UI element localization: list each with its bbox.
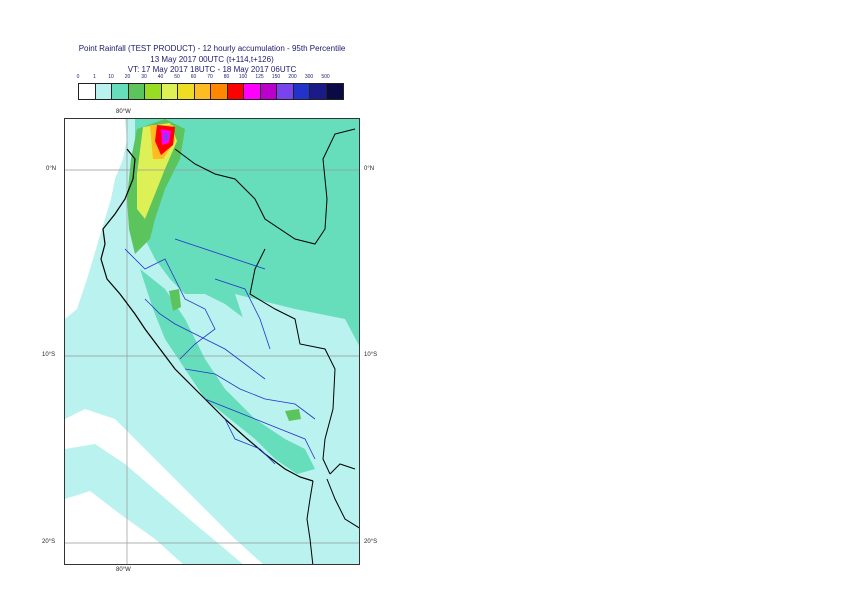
peru-border: [100, 148, 314, 482]
legend-color-box: [211, 84, 228, 99]
legend-color-box: [79, 84, 96, 99]
lon-label-bottom: 80°W: [116, 567, 131, 573]
lat-label-10s-left: 10°S: [42, 352, 56, 358]
legend-tick-label: 500: [321, 74, 330, 80]
legend-color-box: [112, 84, 129, 99]
legend-color-box: [244, 84, 261, 99]
rain-spot-green-2: [285, 409, 301, 421]
legend-color-box: [293, 84, 310, 99]
legend-color-box: [95, 84, 112, 99]
chile-border: [306, 480, 314, 564]
legend-color-box: [227, 84, 244, 99]
legend-color-box: [128, 84, 145, 99]
legend-color-box: [260, 84, 277, 99]
legend-tick-label: 1: [93, 74, 96, 80]
lat-label-10s-right: 10°S: [364, 352, 378, 358]
legend-color-box: [194, 84, 211, 99]
valid-time: VT: 17 May 2017 18UTC - 18 May 2017 06UT…: [127, 65, 297, 74]
legend-color-box: [178, 84, 195, 99]
legend-tick-label: 0: [76, 74, 80, 80]
legend-tick-label: 30: [141, 74, 147, 80]
ocean-no-rain: [65, 119, 127, 319]
legend-color-box: [277, 84, 294, 99]
legend-tick-label: 125: [255, 74, 264, 80]
legend-tick-label: 300: [304, 74, 314, 80]
map-canvas: [65, 119, 359, 564]
bolivia-border: [326, 463, 359, 529]
legend-tick-label: 150: [271, 74, 281, 80]
land-moderate-rain: [135, 119, 359, 364]
legend-tick-label: 60: [190, 74, 197, 80]
lat-label-eq-right: 0°N: [364, 166, 375, 172]
legend-tick-label: 50: [174, 74, 180, 80]
lon-label-top: 80°W: [116, 109, 131, 115]
legend-color-box: [145, 84, 162, 99]
legend-tick-label: 200: [288, 74, 297, 80]
legend-tick-label: 20: [124, 74, 131, 80]
rain-spot-green-1: [169, 289, 181, 311]
ocean-no-rain-far: [65, 491, 183, 564]
run-time: 13 May 2017 00UTC (t+114,t+126): [150, 55, 274, 64]
legend-tick-label: 70: [207, 74, 213, 80]
legend-color-box: [161, 84, 178, 99]
legend-tick-label: 40: [157, 74, 164, 80]
legend-color-box: [326, 84, 343, 99]
lat-label-20s-right: 20°S: [364, 539, 378, 545]
legend-color-bar: [78, 83, 344, 100]
legend-color-box: [310, 84, 327, 99]
rainfall-map: [64, 118, 360, 565]
lat-label-20s-left: 20°S: [42, 539, 56, 545]
rain-core-violet: [164, 133, 169, 141]
chart-title: Point Rainfall (TEST PRODUCT) - 12 hourl…: [78, 44, 346, 53]
legend-tick-label: 80: [223, 74, 230, 80]
legend-tick-label: 100: [238, 74, 248, 80]
region-borders: [124, 238, 316, 465]
land-moderate-rain-andes: [140, 269, 315, 474]
peru-east-border: [174, 128, 356, 475]
lat-label-eq-left: 0°N: [46, 166, 57, 172]
legend-tick-label: 10: [108, 74, 114, 80]
